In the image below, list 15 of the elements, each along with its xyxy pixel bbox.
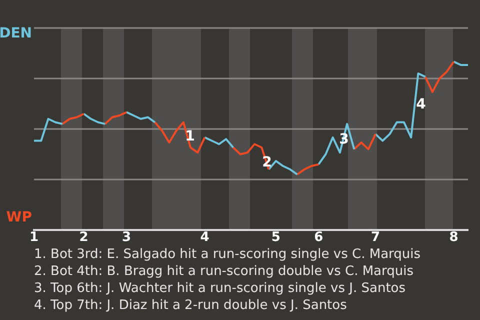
text: 4. Top 7th: J. Diaz hit a 2-run double vs J. Santos [34, 297, 348, 314]
x-tick-label: 7 [370, 230, 380, 246]
x-tick-label: 5 [271, 230, 280, 246]
text: WP [6, 210, 32, 226]
x-tick-label: 4 [200, 230, 210, 246]
text: 1. Bot 3rd: E. Salgado hit a run-scoring single vs C. Marquis [34, 246, 422, 263]
x-tick-label: 2 [79, 230, 88, 246]
x-tick-label: 6 [314, 230, 324, 246]
x-tick-label: 3 [122, 230, 132, 246]
text: 2. Bot 4th: B. Bragg hit a run-scoring double vs C. Marquis [34, 263, 415, 280]
annotation: 4 [416, 96, 426, 113]
text: DEN [0, 26, 32, 42]
x-tick-label: 1 [29, 230, 39, 246]
x-tick-label: 8 [449, 230, 458, 246]
text: 3. Top 6th: J. Wachter hit a run-scoring single vs J. Santos [34, 280, 407, 297]
